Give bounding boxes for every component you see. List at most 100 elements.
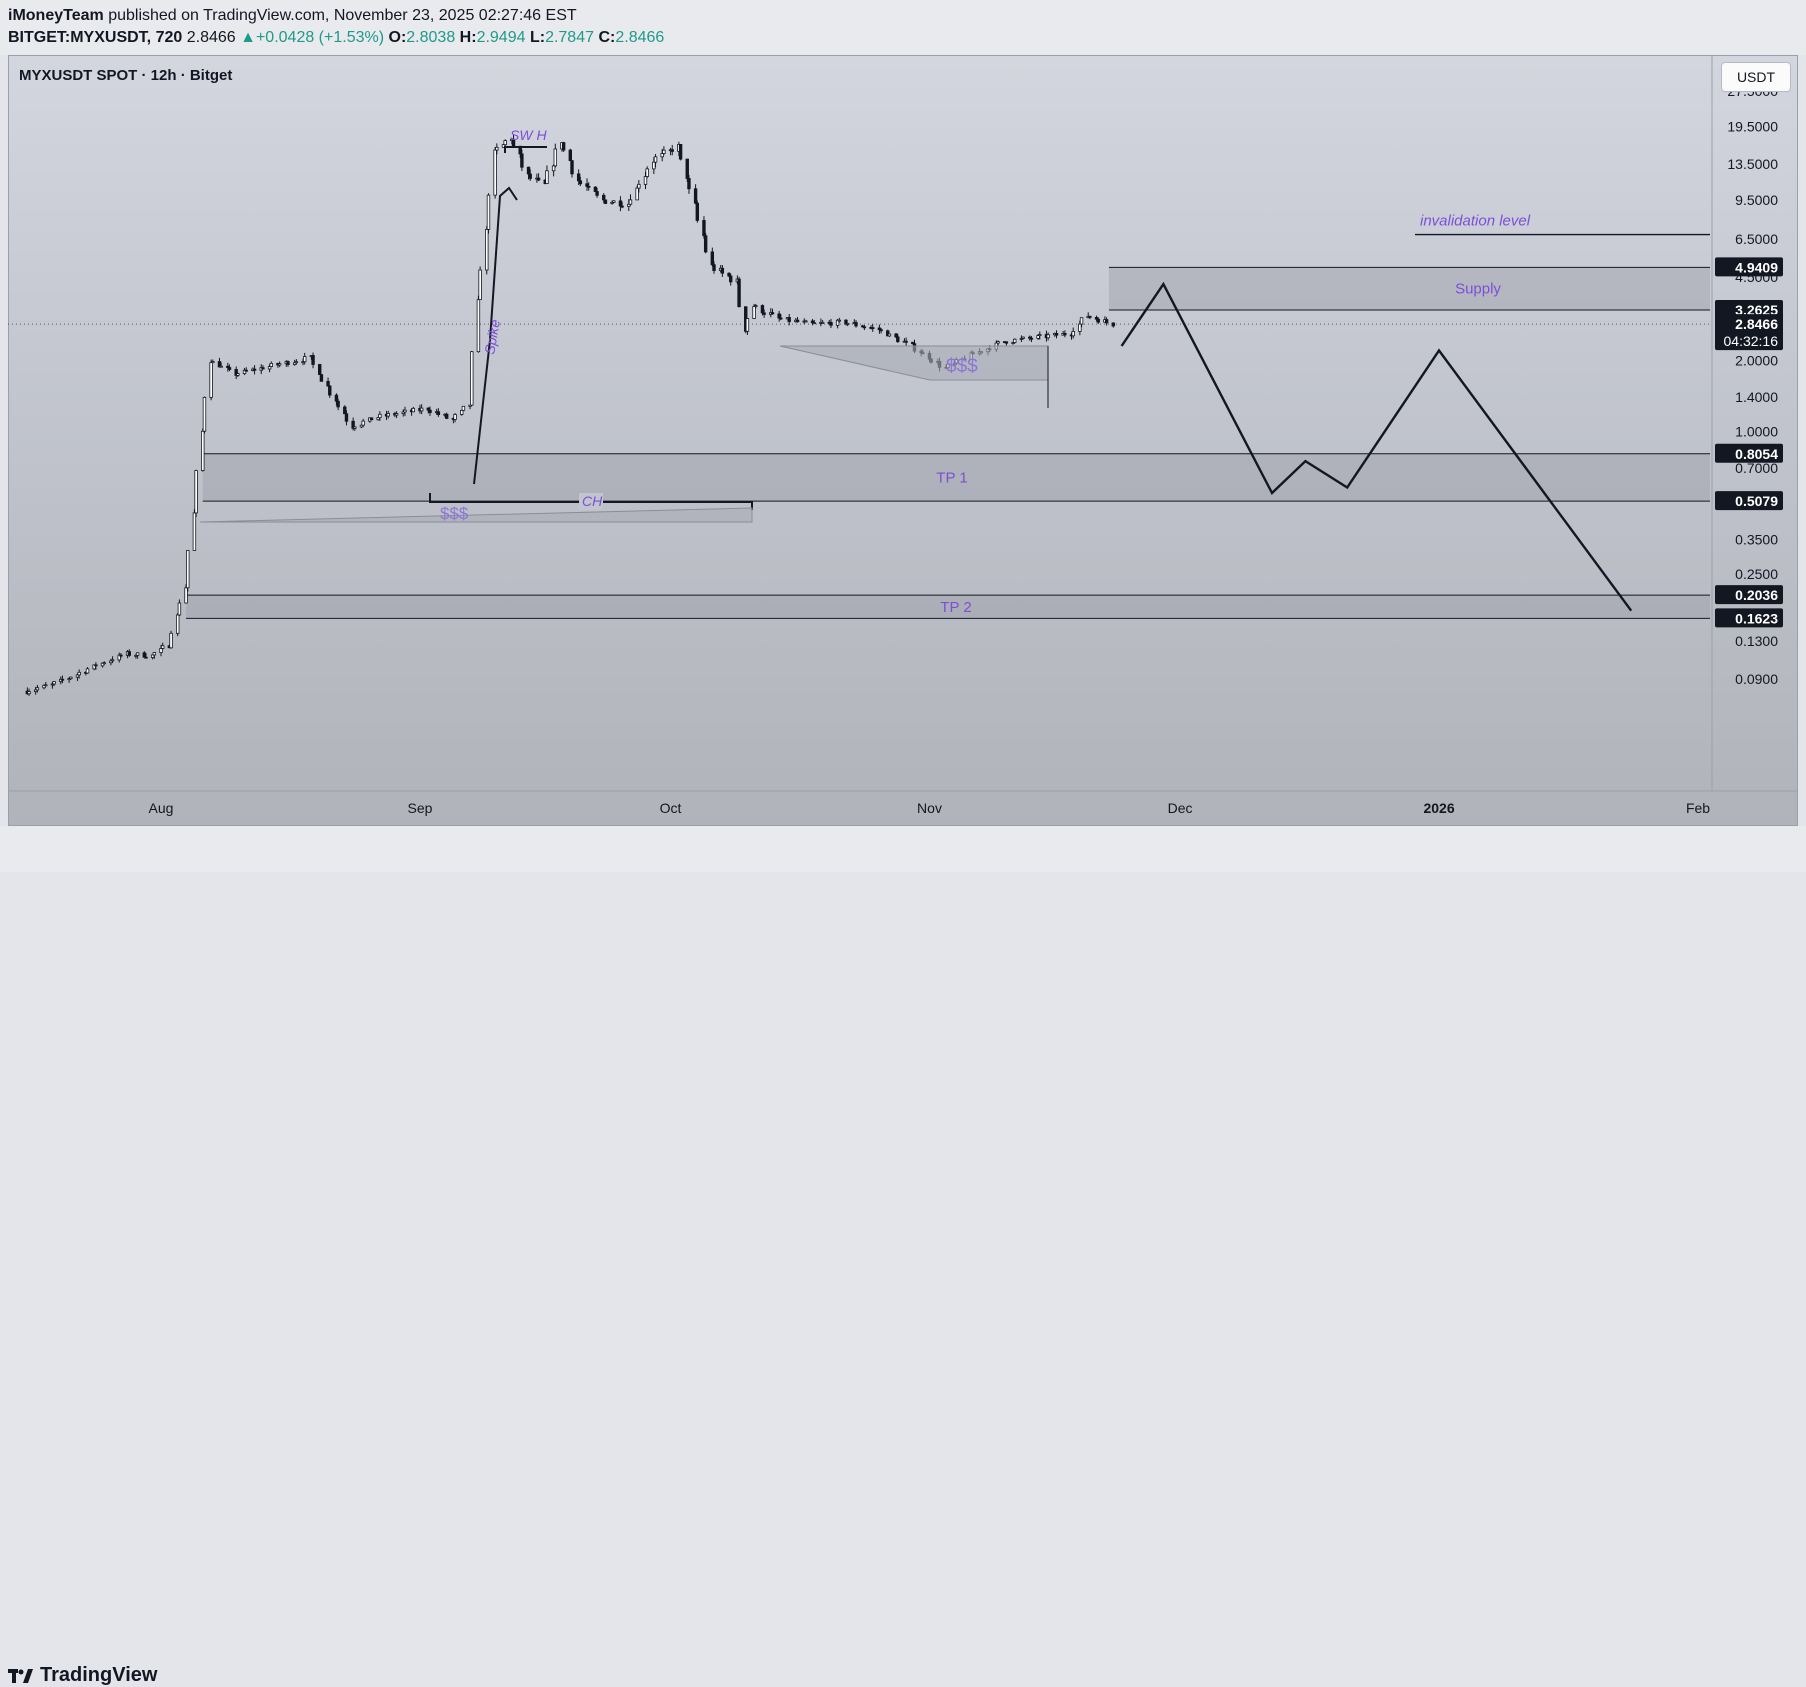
candle-down[interactable]: [528, 173, 532, 179]
candle-up[interactable]: [461, 405, 466, 411]
candle-up[interactable]: [169, 632, 173, 649]
candle-down[interactable]: [703, 235, 708, 253]
candle-up[interactable]: [1046, 334, 1050, 339]
candle-down[interactable]: [720, 267, 725, 274]
candle-down[interactable]: [344, 413, 349, 422]
candle-down[interactable]: [1088, 315, 1092, 318]
candle-down[interactable]: [702, 220, 706, 237]
candle-up[interactable]: [386, 413, 390, 417]
candle-down[interactable]: [737, 278, 741, 308]
candle-up[interactable]: [637, 183, 641, 189]
candle-up[interactable]: [194, 470, 198, 514]
zone-supply[interactable]: [1108, 267, 1710, 311]
candle-up[interactable]: [202, 396, 207, 432]
candle-down[interactable]: [693, 188, 698, 204]
candle-up[interactable]: [553, 148, 558, 167]
candle-down[interactable]: [536, 177, 541, 181]
candle-up[interactable]: [628, 199, 633, 205]
candle-up[interactable]: [503, 140, 507, 146]
candle-down[interactable]: [334, 394, 339, 402]
candle-down[interactable]: [244, 369, 248, 372]
candle-up[interactable]: [353, 426, 357, 429]
candle-down[interactable]: [60, 678, 65, 681]
candle-up[interactable]: [176, 614, 180, 634]
candle-down[interactable]: [144, 656, 148, 659]
candle-down[interactable]: [561, 142, 566, 151]
candle-down[interactable]: [862, 326, 867, 329]
candle-down[interactable]: [445, 413, 449, 419]
projection-path[interactable]: [1120, 281, 1633, 612]
candle-down[interactable]: [670, 149, 674, 152]
candle-down[interactable]: [328, 385, 332, 396]
candle-up[interactable]: [635, 187, 639, 201]
candle-down[interactable]: [712, 264, 716, 271]
candle-up[interactable]: [495, 146, 499, 151]
candle-down[interactable]: [1063, 333, 1067, 336]
candle-up[interactable]: [812, 322, 816, 325]
candle-down[interactable]: [343, 406, 347, 415]
candle-up[interactable]: [485, 228, 489, 271]
candle-down[interactable]: [319, 374, 324, 382]
candle-down[interactable]: [618, 200, 623, 207]
candle-down[interactable]: [318, 364, 322, 375]
candle-down[interactable]: [602, 194, 606, 201]
candle-down[interactable]: [595, 191, 599, 196]
candle-down[interactable]: [94, 664, 98, 667]
candle-up[interactable]: [1078, 323, 1082, 332]
candle-up[interactable]: [1036, 335, 1040, 339]
candle-down[interactable]: [576, 173, 581, 182]
candle-up[interactable]: [476, 299, 481, 353]
candle-up[interactable]: [1021, 336, 1025, 339]
candle-up[interactable]: [294, 361, 299, 364]
candle-down[interactable]: [779, 317, 783, 320]
candle-down[interactable]: [710, 251, 715, 266]
candle-up[interactable]: [486, 194, 491, 230]
candle-down[interactable]: [695, 202, 700, 221]
candle-up[interactable]: [478, 269, 482, 301]
candle-down[interactable]: [879, 329, 883, 332]
candle-down[interactable]: [727, 272, 731, 277]
candle-up[interactable]: [85, 668, 90, 674]
candle-down[interactable]: [1096, 318, 1100, 323]
candle-up[interactable]: [269, 362, 273, 367]
currency-selector[interactable]: USDT: [1721, 62, 1791, 92]
candle-up[interactable]: [460, 409, 464, 415]
candle-up[interactable]: [42, 684, 46, 689]
tradingview-brand[interactable]: TradingView: [8, 1664, 157, 1687]
candle-down[interactable]: [578, 180, 583, 185]
candle-up[interactable]: [267, 366, 272, 370]
candle-up[interactable]: [1071, 330, 1075, 337]
candle-up[interactable]: [152, 652, 157, 656]
candle-up[interactable]: [27, 691, 31, 695]
candle-up[interactable]: [211, 361, 215, 364]
author-name[interactable]: iMoneyTeam: [8, 7, 104, 24]
candle-up[interactable]: [643, 176, 648, 185]
candle-up[interactable]: [645, 168, 649, 177]
candle-up[interactable]: [411, 407, 415, 413]
candle-up[interactable]: [754, 305, 758, 307]
candle-up[interactable]: [1038, 334, 1042, 337]
candle-down[interactable]: [326, 380, 330, 387]
candle-up[interactable]: [135, 652, 140, 656]
candle-up[interactable]: [184, 587, 188, 604]
candle-down[interactable]: [871, 327, 875, 330]
candle-up[interactable]: [470, 351, 474, 406]
candle-up[interactable]: [236, 373, 240, 376]
candle-down[interactable]: [261, 367, 265, 370]
candle-up[interactable]: [378, 413, 382, 419]
candle-down[interactable]: [568, 149, 573, 162]
candle-up[interactable]: [69, 676, 73, 680]
candle-down[interactable]: [227, 367, 232, 370]
candle-down[interactable]: [729, 275, 733, 283]
candle-up[interactable]: [660, 153, 664, 158]
candle-up[interactable]: [77, 671, 81, 676]
candle-down[interactable]: [119, 654, 123, 657]
candle-down[interactable]: [1004, 341, 1009, 344]
candle-down[interactable]: [770, 312, 775, 315]
candle-down[interactable]: [520, 153, 524, 168]
price-chart[interactable]: Supply TP 1 TP 2 invalidation level SW H Spi…: [0, 0, 1806, 872]
candle-down[interactable]: [1111, 322, 1115, 327]
candle-up[interactable]: [209, 362, 213, 398]
candle-up[interactable]: [159, 648, 163, 653]
candle-down[interactable]: [760, 305, 765, 314]
